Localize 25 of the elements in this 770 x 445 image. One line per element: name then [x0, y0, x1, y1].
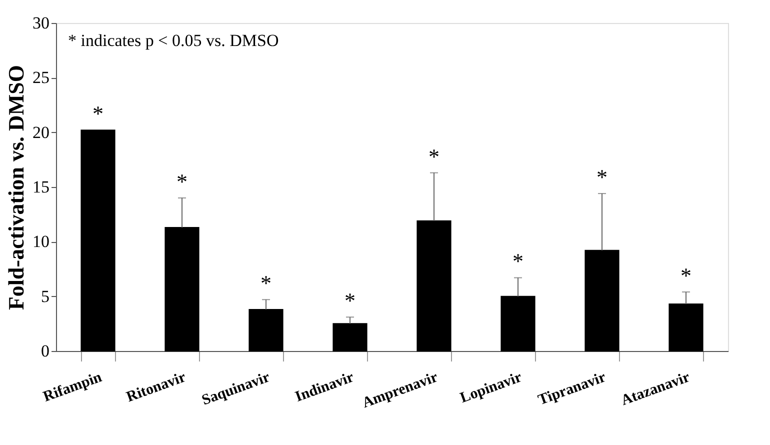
y-tick-label: 15: [32, 178, 50, 196]
y-axis-title: Fold-activation vs. DMSO: [4, 64, 28, 310]
y-tick-label: 25: [32, 68, 50, 88]
data-label: *: [596, 164, 608, 190]
bar: [164, 226, 200, 352]
y-tick-label: 20: [32, 122, 50, 142]
data-label: *: [512, 248, 524, 274]
y-tick-label: 5: [41, 286, 50, 306]
bar: [584, 250, 620, 352]
data-label: *: [344, 288, 356, 314]
data-label: *: [428, 144, 440, 169]
bar: [416, 220, 452, 352]
data-label: *: [92, 101, 104, 126]
data-label: *: [260, 270, 272, 296]
data-label: *: [176, 168, 188, 194]
annotation: * indicates p < 0.05 vs. DMSO: [68, 31, 279, 50]
bar: [668, 303, 704, 352]
bar: [500, 296, 536, 352]
bar: [248, 308, 284, 352]
y-tick-label: 30: [32, 14, 50, 32]
y-tick-label: 0: [41, 342, 50, 360]
bar: [332, 323, 368, 352]
y-tick-label: 10: [32, 232, 50, 252]
bar: [80, 130, 116, 352]
data-label: *: [680, 262, 692, 288]
